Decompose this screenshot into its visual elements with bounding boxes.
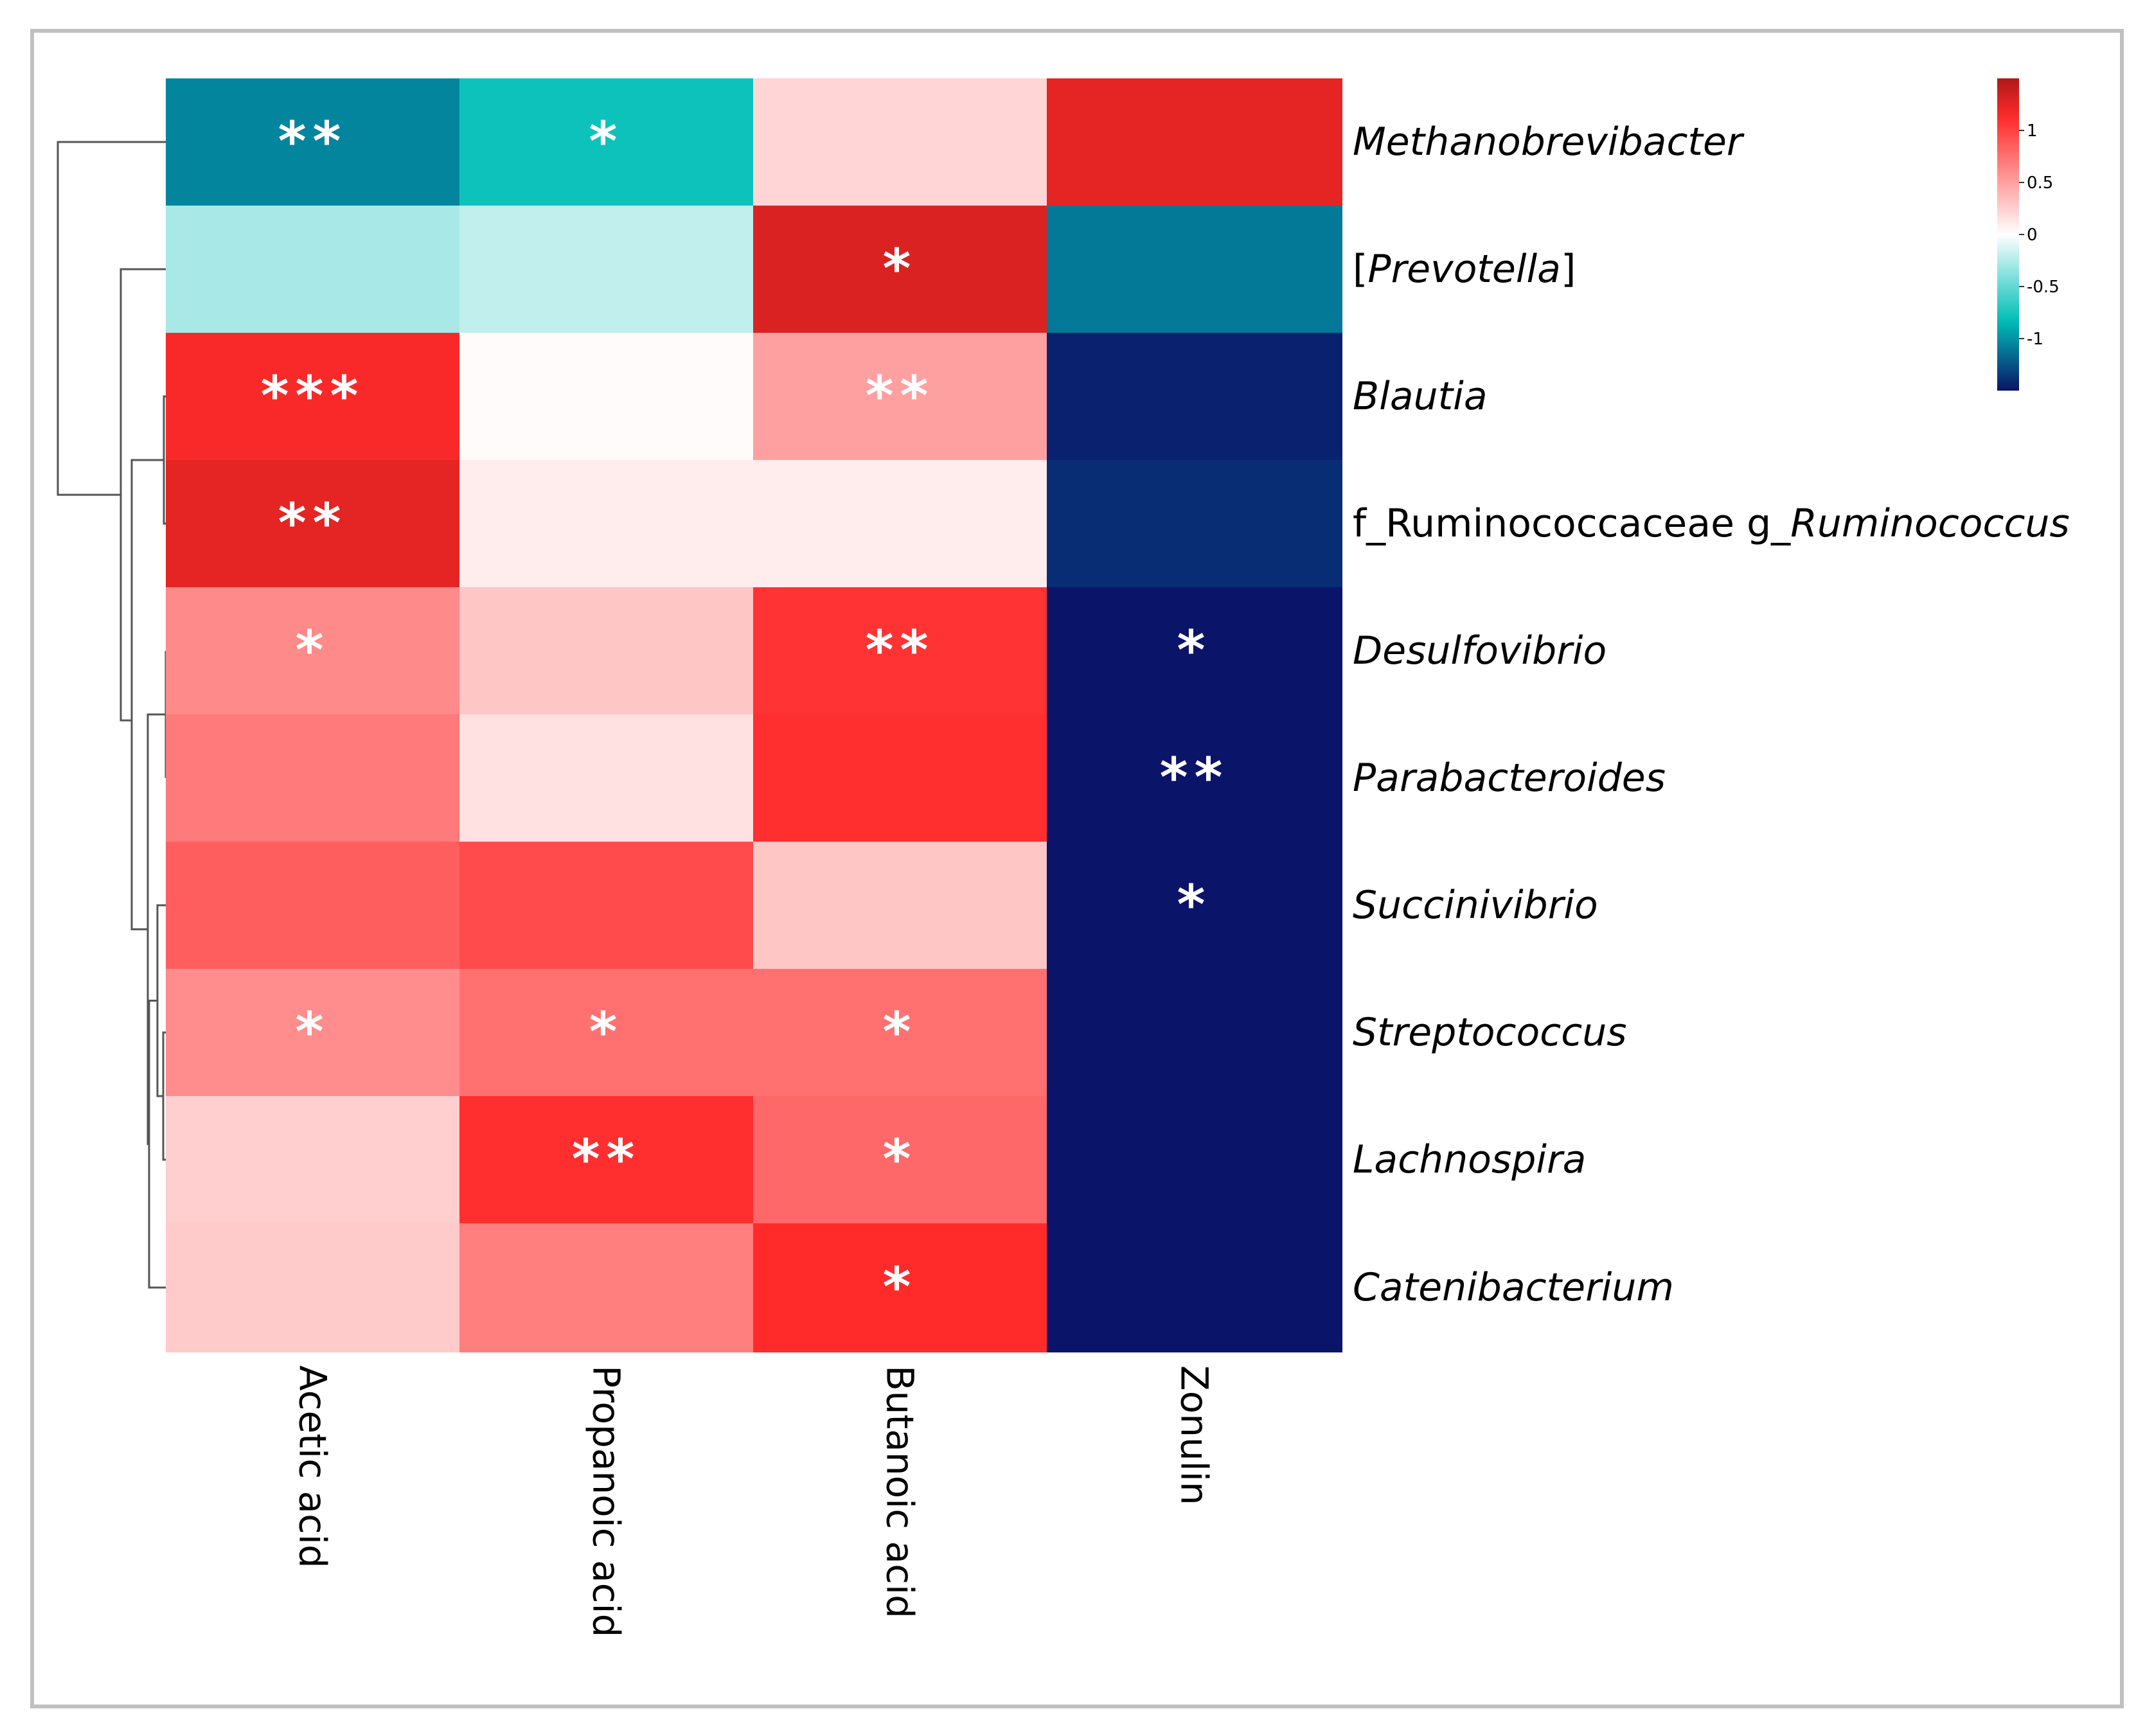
row-label-part: Methanobrevibacter: [1353, 120, 1745, 164]
significance-mark: **: [278, 492, 348, 554]
color-legend-tick-label: 1: [2027, 121, 2038, 141]
column-label: Propanoic acid: [585, 1365, 628, 1637]
heatmap-cell: [166, 333, 460, 461]
row-label-part: [: [1353, 247, 1367, 292]
row-label-part: Parabacteroides: [1353, 756, 1666, 801]
heatmap-cell: [753, 1096, 1047, 1224]
significance-marks: ** ***** ***** ** ***** * *** **: [261, 110, 1229, 1318]
row-labels: Methanobrevibacter [Prevotella] Blautia f_R…: [1353, 120, 2070, 1310]
heatmap-cell: [459, 78, 754, 206]
heatmap-cell: [1047, 842, 1342, 970]
significance-mark: *: [589, 1000, 624, 1063]
significance-mark: *: [883, 237, 918, 300]
heatmap-cell: [1047, 460, 1342, 588]
row-label-part: Prevotella: [1367, 247, 1561, 292]
heatmap-cell: [1047, 714, 1342, 842]
row-label: Streptococcus: [1353, 1010, 1626, 1055]
heatmap-cell: [459, 206, 754, 333]
row-label-part: Lachnospira: [1353, 1137, 1586, 1182]
color-legend-tick-label: -1: [2027, 330, 2043, 349]
heatmap-cell: [753, 206, 1047, 333]
significance-mark: *: [296, 1000, 330, 1063]
heatmap-cell: [1047, 587, 1342, 715]
heatmap-cell: [1047, 206, 1342, 333]
row-label: Lachnospira: [1353, 1137, 1586, 1182]
row-label: Blautia: [1353, 374, 1488, 419]
heatmap-cell: [166, 1223, 460, 1352]
heatmap-cell: [166, 78, 460, 206]
heatmap-cell: [1047, 78, 1342, 206]
significance-mark: *: [883, 1255, 918, 1318]
heatmap-cell: [166, 1096, 460, 1224]
heatmap-cell: [753, 587, 1047, 715]
significance-mark: **: [278, 110, 348, 173]
row-label-part: Catenibacterium: [1353, 1265, 1674, 1310]
heatmap-cell: [753, 714, 1047, 842]
heatmap-cell: [459, 1096, 754, 1224]
heatmap-cell: [166, 587, 460, 715]
color-legend-bar: [1997, 78, 2019, 391]
significance-mark: *: [1177, 873, 1212, 936]
significance-mark: *: [296, 619, 330, 682]
dendrogram-branch: [57, 141, 166, 496]
color-legend-tick-label: -0.5: [2027, 278, 2060, 297]
heatmap-cell: [1047, 969, 1342, 1097]
row-label-part: Desulfovibrio: [1353, 628, 1607, 673]
row-label: Parabacteroides: [1353, 756, 1666, 801]
row-label: f_Ruminococcaceae g_Ruminococcus: [1353, 501, 2070, 546]
heatmap-cell: [166, 714, 460, 842]
heatmap-cell: [459, 460, 754, 588]
significance-mark: **: [1160, 746, 1229, 809]
significance-mark: *: [589, 110, 624, 173]
dendrogram-branch: [130, 459, 164, 930]
heatmap-cell: [753, 969, 1047, 1097]
column-label: Zonulin: [1173, 1365, 1216, 1505]
row-label-part: Blautia: [1353, 374, 1488, 419]
heatmap-cell: [753, 78, 1047, 206]
significance-mark: *: [1177, 619, 1212, 682]
row-label-part: ]: [1561, 247, 1576, 292]
heatmap-cell: [459, 842, 754, 970]
heatmap-cell: [166, 969, 460, 1097]
significance-mark: **: [572, 1128, 641, 1191]
row-label-part: Succinivibrio: [1353, 883, 1598, 928]
color-legend-tick-label: 0.5: [2027, 173, 2053, 193]
heatmap-cell: [166, 842, 460, 970]
row-label-part: Streptococcus: [1353, 1010, 1626, 1055]
heatmap-cell: [753, 842, 1047, 970]
significance-mark: *: [883, 1128, 918, 1191]
significance-mark: ***: [261, 364, 365, 427]
heatmap-cell: [459, 587, 754, 715]
heatmap-cell: [1047, 1096, 1342, 1224]
heatmap-cell: [1047, 333, 1342, 461]
significance-mark: **: [866, 619, 935, 682]
row-label: Catenibacterium: [1353, 1265, 1674, 1310]
significance-mark: **: [866, 364, 935, 427]
heatmap-cells: [166, 78, 1342, 1352]
heatmap-cell: [459, 714, 754, 842]
row-label: Methanobrevibacter: [1353, 120, 1745, 164]
row-label: Succinivibrio: [1353, 883, 1598, 928]
heatmap-cell: [166, 206, 460, 333]
row-label: Desulfovibrio: [1353, 628, 1607, 673]
heatmap-cell: [753, 1223, 1047, 1352]
heatmap-cell: [459, 1223, 754, 1352]
heatmap-cell: [1047, 1223, 1342, 1352]
heatmap-cell: [166, 460, 460, 588]
column-label: Acetic acid: [291, 1365, 335, 1568]
column-label: Butanoic acid: [878, 1365, 922, 1618]
column-labels: Acetic acid Propanoic acid Butanoic acid Zo…: [291, 1365, 1216, 1637]
color-legend: 1 0.5 0 -0.5 -1: [1997, 78, 2060, 391]
heatmap-cell: [459, 969, 754, 1097]
heatmap-cell: [753, 333, 1047, 461]
row-label-part: f_Ruminococcaceae g_: [1353, 501, 1791, 546]
significance-mark: *: [883, 1000, 918, 1063]
color-legend-tick-label: 0: [2027, 226, 2038, 245]
row-label-part: Ruminococcus: [1790, 501, 2070, 546]
heatmap-cell: [753, 460, 1047, 588]
row-label: [Prevotella]: [1353, 247, 1576, 292]
heatmap-cell: [459, 333, 754, 461]
